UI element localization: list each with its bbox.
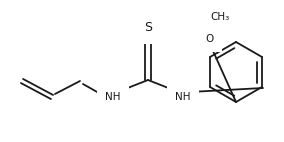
Text: NH: NH xyxy=(105,92,121,102)
Text: S: S xyxy=(144,20,152,34)
Text: CH₃: CH₃ xyxy=(210,12,229,22)
Text: NH: NH xyxy=(175,92,191,102)
Text: O: O xyxy=(206,34,214,44)
